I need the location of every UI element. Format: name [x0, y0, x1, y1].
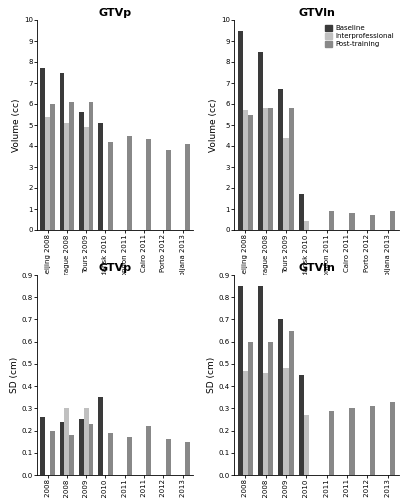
Legend: Baseline, Interprofessional, Post-training: Baseline, Interprofessional, Post-traini…	[324, 24, 395, 48]
Bar	[299, 194, 304, 230]
Bar	[263, 108, 268, 230]
Bar	[390, 211, 395, 230]
Bar	[370, 216, 375, 230]
Bar	[50, 104, 55, 230]
Bar	[329, 410, 334, 475]
Bar	[390, 402, 395, 475]
Bar	[263, 373, 268, 475]
Bar	[98, 397, 103, 475]
Bar	[69, 102, 74, 230]
Bar	[69, 435, 74, 475]
Bar	[243, 370, 248, 475]
Bar	[258, 286, 263, 475]
Y-axis label: Volume (cc): Volume (cc)	[209, 98, 218, 152]
Bar	[268, 342, 273, 475]
Bar	[284, 138, 289, 230]
Bar	[88, 102, 93, 230]
Bar	[88, 424, 93, 475]
Bar	[146, 138, 151, 230]
Bar	[98, 123, 103, 230]
Bar	[60, 422, 65, 475]
Bar	[185, 442, 190, 475]
Bar	[289, 108, 293, 230]
Bar	[65, 408, 69, 475]
Bar	[65, 123, 69, 230]
Bar	[349, 408, 355, 475]
Title: GTVp: GTVp	[99, 263, 132, 273]
Bar	[329, 211, 334, 230]
Bar	[278, 90, 284, 230]
Bar	[127, 136, 132, 230]
Y-axis label: SD (cm): SD (cm)	[207, 357, 216, 393]
Bar	[243, 110, 248, 230]
Bar	[289, 330, 293, 475]
Bar	[248, 342, 253, 475]
Bar	[166, 440, 171, 475]
Bar	[370, 406, 375, 475]
Title: GTVln: GTVln	[298, 263, 335, 273]
Bar	[238, 286, 243, 475]
Bar	[185, 144, 190, 230]
Bar	[84, 408, 88, 475]
Bar	[238, 30, 243, 230]
Bar	[40, 417, 45, 475]
Bar	[84, 127, 88, 230]
Bar	[127, 437, 132, 475]
Bar	[45, 116, 50, 230]
Bar	[304, 220, 309, 230]
Bar	[299, 375, 304, 475]
Bar	[79, 112, 84, 230]
Bar	[50, 430, 55, 475]
Y-axis label: Volume (cc): Volume (cc)	[12, 98, 21, 152]
Bar	[166, 150, 171, 230]
Bar	[146, 426, 151, 475]
Bar	[258, 52, 263, 230]
Bar	[304, 415, 309, 475]
Title: GTVln: GTVln	[298, 8, 335, 18]
Bar	[60, 72, 65, 230]
Y-axis label: SD (cm): SD (cm)	[10, 357, 19, 393]
Bar	[79, 420, 84, 475]
Bar	[40, 68, 45, 230]
Title: GTVp: GTVp	[99, 8, 132, 18]
Bar	[349, 213, 355, 230]
Bar	[278, 320, 284, 475]
Bar	[108, 433, 113, 475]
Bar	[268, 108, 273, 230]
Bar	[248, 114, 253, 230]
Bar	[108, 142, 113, 230]
Bar	[284, 368, 289, 475]
